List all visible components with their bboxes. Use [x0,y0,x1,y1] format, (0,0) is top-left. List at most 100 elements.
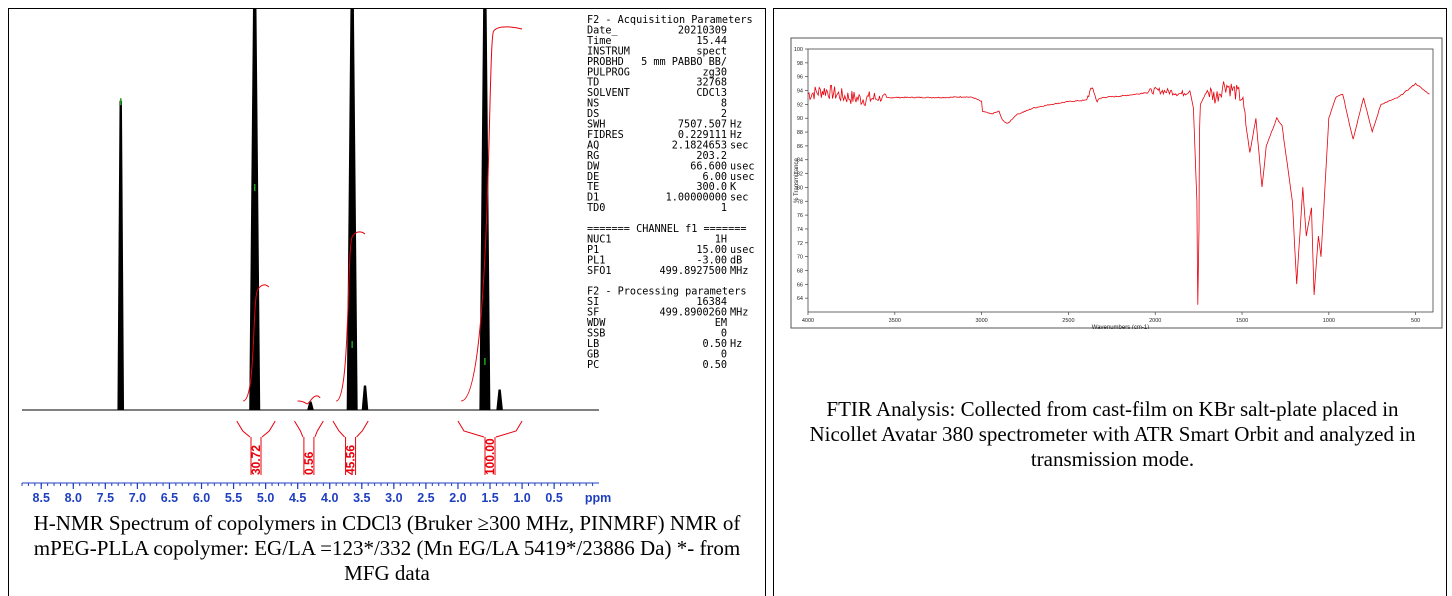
nmr-peak-5 [361,385,369,411]
nmr-integral-bracket [236,420,276,438]
nmr-param-unit: sec [730,193,748,204]
nmr-integral-curve-2 [335,231,366,402]
nmr-caption: H-NMR Spectrum of copolymers in CDCl3 (B… [33,511,741,585]
nmr-param-value: 8 [721,99,727,110]
nmr-param-name: DE [587,172,599,183]
nmr-tick-label: 6.5 [161,491,178,505]
nmr-param-unit: usec [730,161,755,172]
nmr-tick-label: 4.5 [289,491,306,505]
nmr-param-value: 1H [715,234,727,245]
nmr-param-unit: usec [730,172,755,183]
nmr-peak-2 [346,9,358,411]
nmr-param-name: SF [587,308,599,319]
nmr-tick-label: 6.0 [193,491,210,505]
ftir-x-tick-label: 2500 [1062,318,1074,324]
nmr-param-value: 0 [721,349,727,360]
nmr-param-name: PC [587,360,599,371]
ftir-y-tick-label: 98 [797,61,803,67]
nmr-integral-label: 0.56 [302,451,316,475]
nmr-plot-area [22,9,599,411]
nmr-param-value: 499.8927500 [660,266,727,277]
nmr-param-value: 1.00000000 [666,193,727,204]
nmr-param-value: 66.600 [690,161,727,172]
nmr-integral-bracket [294,420,324,438]
nmr-param-name: TE [587,182,599,193]
nmr-param-unit: dB [730,255,742,266]
nmr-tick-label: 8.0 [65,491,82,505]
nmr-tick-label: 1.5 [481,491,498,505]
nmr-param-name: DS [587,109,599,120]
ftir-x-tick-label: 3500 [889,318,901,324]
nmr-param-value: -3.00 [696,255,727,266]
ftir-x-tick-label: 2000 [1149,318,1161,324]
nmr-param-value: 0.50 [702,339,727,350]
nmr-tick-label: 3.0 [385,491,402,505]
nmr-integral-0: 30.72 [236,420,276,475]
nmr-param-name: P1 [587,245,599,256]
nmr-param-unit: K [730,182,737,193]
nmr-param-name: PROBHD [587,57,624,68]
nmr-param-name: SI [587,297,599,308]
ftir-y-tick-label: 66 [797,282,803,288]
nmr-param-unit: MHz [730,266,748,277]
nmr-param-value: 20210309 [678,25,727,36]
nmr-param-value: 2 [721,109,727,120]
nmr-param-unit: usec [730,245,755,256]
ftir-x-tick-label: 500 [1411,318,1420,324]
nmr-param-value: 300.0 [696,182,727,193]
nmr-param-name: PL1 [587,255,605,266]
nmr-param-value: 499.8900260 [660,308,727,319]
nmr-param-unit: Hz [730,339,742,350]
nmr-param-unit: Hz [730,120,742,131]
ftir-y-tick-label: 82 [797,172,803,178]
nmr-param-value: 2.1824653 [672,140,727,151]
nmr-param-value: 0.50 [702,360,727,371]
ftir-panel: 64 66 68 70 72 74 76 78 80 82 84 86 88 90 92 94 96 98 100 4… [773,8,1447,596]
nmr-tick-label: 1.0 [513,491,530,505]
nmr-param-value: 5 mm PABBO BB/ [641,57,727,68]
ftir-y-axis-label: % Transmittance [794,157,800,202]
ftir-y-tick-label: 78 [797,199,803,205]
ftir-y-tick-label: 68 [797,268,803,274]
ftir-y-tick-label: 90 [797,116,803,122]
nmr-integral-curve-0 [242,284,270,402]
nmr-peak-0 [117,100,125,411]
nmr-param-value: CDCl3 [696,88,727,99]
nmr-tick-label: 7.0 [129,491,146,505]
nmr-param-header: ======= CHANNEL f1 ======= [587,224,746,235]
ftir-y-tick-label: 74 [797,227,803,233]
nmr-integral-label: 45.56 [344,445,358,475]
nmr-param-value: 15.00 [696,245,727,256]
nmr-param-unit: MHz [730,308,748,319]
ftir-plot-box [807,48,1434,313]
ftir-y-tick-label: 84 [797,158,803,164]
ftir-y-tick-label: 88 [797,130,803,136]
nmr-param-value: 7507.507 [678,120,727,131]
nmr-panel: 30.72 0.56 45.56 100.00 8.5 8.0 7.5 7.0 6.5 6.0 5… [8,8,766,596]
nmr-integral-bracket [332,420,369,438]
nmr-param-name: GB [587,349,599,360]
nmr-tick-label: 8.5 [33,491,50,505]
nmr-param-value: zg30 [702,67,727,78]
ftir-y-tick-label: 86 [797,144,803,150]
nmr-spectrum-chart: 30.72 0.56 45.56 100.00 8.5 8.0 7.5 7.0 6.5 6.0 5… [21,9,755,505]
nmr-tick-label: 0.5 [545,491,562,505]
nmr-x-axis: 8.5 8.0 7.5 7.0 6.5 6.0 5.5 5.0 4.5 4.0 3.5 3.0 2.5 2… [21,482,611,505]
ftir-axes: 64 66 68 70 72 74 76 78 80 82 84 86 88 90 92 94 96 98 100 4… [794,47,1434,329]
nmr-param-value: 32768 [696,78,727,89]
nmr-param-header: F2 - Processing parameters [587,287,746,298]
nmr-param-value: 0 [721,329,727,340]
nmr-param-value: 0.229111 [678,130,727,141]
nmr-param-name: RG [587,151,599,162]
nmr-param-unit: Hz [730,130,742,141]
nmr-param-name: TD0 [587,203,605,214]
nmr-param-name: WDW [587,318,606,329]
nmr-param-name: FIDRES [587,130,624,141]
ftir-y-tick-label: 94 [797,89,803,95]
ftir-chart-frame [790,37,1443,329]
ftir-x-tick-label: 3000 [975,318,987,324]
ftir-y-tick-label: 100 [794,47,803,53]
nmr-tick-label: 4.0 [321,491,338,505]
nmr-param-name: SOLVENT [587,88,630,99]
ftir-y-tick-label: 80 [797,185,803,191]
